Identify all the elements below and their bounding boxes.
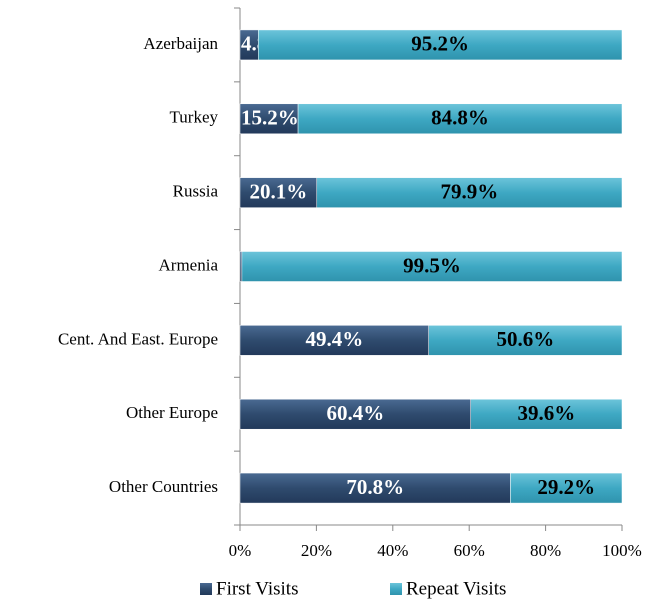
category-label: Other Countries (109, 477, 218, 496)
value-label: 70.8% (346, 475, 404, 499)
bar-segment (316, 177, 623, 208)
value-label: 39.6% (517, 401, 575, 425)
bar-segment (241, 251, 623, 282)
x-tick-label: 40% (377, 541, 408, 560)
value-label: 84.8% (431, 106, 489, 130)
x-tick-label: 20% (301, 541, 332, 560)
value-label: 29.2% (537, 475, 595, 499)
legend-swatch (200, 583, 212, 595)
x-tick-label: 100% (602, 541, 642, 560)
category-label: Turkey (170, 108, 219, 127)
value-label: 49.4% (305, 327, 363, 351)
value-label: 99.5% (403, 253, 461, 277)
x-tick-label: 60% (454, 541, 485, 560)
category-label: Azerbaijan (143, 34, 218, 53)
x-tick-label: 0% (229, 541, 252, 560)
value-label: 50.6% (496, 327, 554, 351)
bar-segment (258, 29, 623, 61)
category-label: Russia (173, 182, 219, 201)
legend-label: Repeat Visits (406, 578, 506, 599)
value-label: 15.2% (241, 106, 299, 130)
bar-segment (428, 325, 623, 356)
category-label: Other Europe (126, 403, 218, 422)
value-label: 20.1% (250, 179, 308, 203)
legend-swatch (390, 583, 402, 595)
x-tick-label: 80% (530, 541, 561, 560)
bar-segment (239, 398, 471, 430)
legend-label: First Visits (216, 578, 298, 599)
value-label: 60.4% (326, 401, 384, 425)
bar-segment (297, 103, 623, 135)
bar-segment (510, 472, 623, 504)
bar-segment (239, 177, 318, 208)
value-label: 95.2% (411, 32, 469, 56)
bar-segment (239, 103, 299, 135)
value-label: 79.9% (441, 179, 499, 203)
category-label: Cent. And East. Europe (58, 329, 218, 348)
category-label: Armenia (159, 255, 219, 274)
bar-segment (239, 472, 511, 504)
bar-segment (470, 398, 623, 430)
